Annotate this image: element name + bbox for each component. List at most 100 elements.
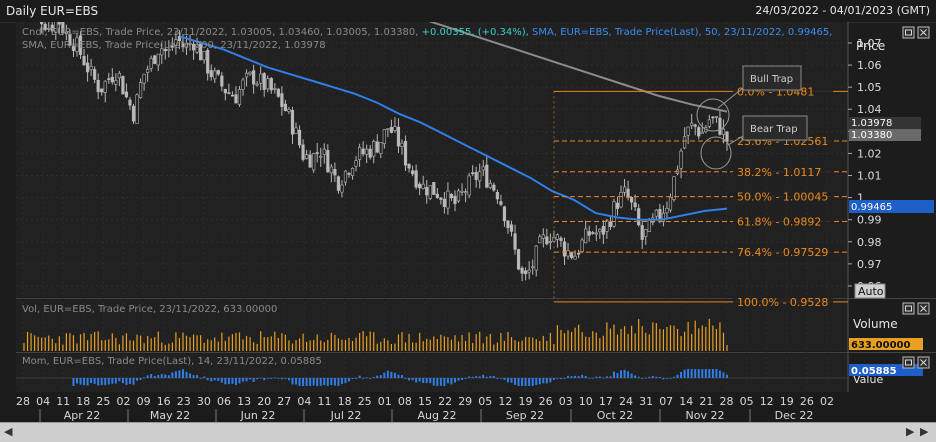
momentum-bar xyxy=(655,376,658,378)
momentum-axis-title: Value xyxy=(853,373,883,386)
candle-body xyxy=(435,193,439,199)
date-tick-label: 08 xyxy=(398,395,412,408)
candle-body xyxy=(124,91,129,98)
momentum-bar xyxy=(637,376,640,378)
maximize-glyph xyxy=(905,29,912,36)
momentum-bar xyxy=(100,378,103,386)
candle-body xyxy=(358,147,362,160)
price-tick-label: 0.98 xyxy=(857,236,882,249)
momentum-bar xyxy=(132,378,135,385)
close-price-tag: 1.03380 xyxy=(851,130,892,141)
candle-body xyxy=(379,142,383,154)
sma200-line xyxy=(428,22,728,113)
momentum-bar xyxy=(125,378,128,385)
momentum-bar xyxy=(383,372,386,378)
candle-body xyxy=(167,48,171,51)
candle-body xyxy=(209,70,213,78)
momentum-bar xyxy=(146,375,149,378)
momentum-bar xyxy=(153,375,156,378)
momentum-bar xyxy=(627,371,630,378)
price-legend-sma50: SMA, EUR=EBS, Trade Price(Last), 50, 23/… xyxy=(532,27,832,38)
candle-body xyxy=(622,186,627,193)
candle-body xyxy=(117,72,121,79)
candle-body xyxy=(252,70,256,85)
bull-trap-annotation[interactable]: Bull Trap xyxy=(696,65,802,132)
scroll-end-icon[interactable]: ▶ xyxy=(920,425,929,438)
candle-body xyxy=(269,77,273,91)
candle-body xyxy=(389,127,393,133)
candle-body xyxy=(481,166,485,171)
momentum-bar xyxy=(386,370,389,378)
candle-body xyxy=(587,231,591,236)
candle-body xyxy=(700,131,704,134)
momentum-bar xyxy=(687,369,690,378)
momentum-bar xyxy=(234,378,237,386)
momentum-bar xyxy=(273,377,276,379)
candle-body xyxy=(707,119,711,127)
auto-scale-button[interactable] xyxy=(854,283,886,299)
candle-body xyxy=(672,176,676,200)
candle-body xyxy=(421,183,425,189)
close-tag-bg xyxy=(849,129,921,141)
momentum-bar xyxy=(83,378,86,386)
maximize-icon[interactable] xyxy=(902,302,915,315)
date-tick-label: 11 xyxy=(56,395,70,408)
candle-body xyxy=(329,166,333,174)
candle-body xyxy=(107,78,111,80)
scroll-right-icon[interactable]: ▶ xyxy=(906,425,915,438)
momentum-bar xyxy=(471,376,474,378)
momentum-bar xyxy=(192,375,195,378)
horizontal-scrollbar[interactable]: ◀ ▶ ▶ xyxy=(0,422,936,442)
momentum-bar xyxy=(620,370,623,378)
momentum-bar xyxy=(270,378,273,379)
date-tick-label: 02 xyxy=(820,395,834,408)
candle-body xyxy=(538,236,542,244)
candle-body xyxy=(89,65,93,70)
candle-body xyxy=(326,150,330,173)
scroll-left-icon[interactable]: ◀ xyxy=(4,425,13,438)
candle-body xyxy=(418,183,422,189)
momentum-bar xyxy=(245,378,248,382)
momentum-bar xyxy=(174,371,177,378)
candle-body xyxy=(580,239,584,252)
candle-body xyxy=(640,225,644,240)
date-range-label[interactable]: 24/03/2022 - 04/01/2023 (GMT) xyxy=(755,4,930,17)
momentum-bar xyxy=(651,376,654,378)
momentum-bar xyxy=(690,369,693,378)
candle-body xyxy=(216,70,220,75)
candle-body xyxy=(121,75,125,95)
momentum-bar xyxy=(326,378,329,386)
close-glyph xyxy=(920,359,927,366)
maximize-icon[interactable] xyxy=(902,356,915,369)
candle-body xyxy=(612,201,616,227)
maximize-icon[interactable] xyxy=(902,26,915,39)
candle-body xyxy=(386,128,390,130)
price-tick-label: 0.97 xyxy=(857,258,882,271)
candle-body xyxy=(693,124,697,127)
momentum-bar xyxy=(266,378,269,379)
momentum-bar xyxy=(107,378,110,385)
date-tick-label: 16 xyxy=(157,395,171,408)
momentum-bar xyxy=(503,378,506,381)
date-tick-label: 04 xyxy=(36,395,50,408)
momentum-bar xyxy=(196,375,199,378)
momentum-bar xyxy=(369,378,372,379)
date-tick-label: 31 xyxy=(639,395,653,408)
candle-body xyxy=(146,68,150,73)
momentum-bar xyxy=(415,378,418,383)
candle-body xyxy=(131,105,136,122)
momentum-bar xyxy=(312,378,315,386)
candle-body xyxy=(315,152,319,155)
momentum-bar xyxy=(499,378,502,379)
momentum-bar xyxy=(549,378,552,383)
bear-trap-annotation[interactable]: Bear Trap xyxy=(700,115,808,170)
momentum-bar xyxy=(217,378,220,381)
candle-body xyxy=(524,270,528,275)
momentum-bar xyxy=(662,378,665,380)
momentum-bar xyxy=(450,378,453,385)
momentum-bar xyxy=(535,378,538,385)
candle-body xyxy=(460,190,464,193)
momentum-bar xyxy=(658,377,661,378)
date-tick-label: 20 xyxy=(257,395,271,408)
